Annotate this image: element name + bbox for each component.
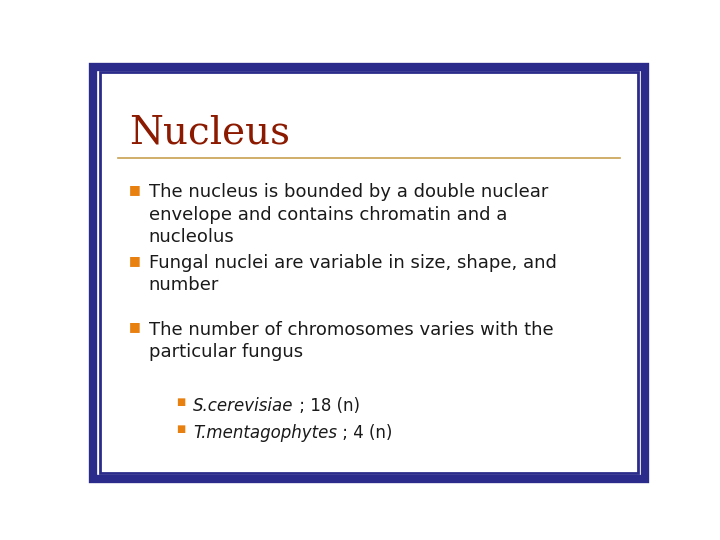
Text: ■: ■ — [176, 424, 186, 435]
Text: ■: ■ — [129, 321, 141, 334]
Text: The number of chromosomes varies with the
particular fungus: The number of chromosomes varies with th… — [148, 321, 553, 361]
Text: ■: ■ — [176, 397, 186, 408]
Text: ; 4 (n): ; 4 (n) — [337, 424, 392, 442]
Text: ; 18 (n): ; 18 (n) — [294, 397, 360, 415]
Text: The nucleus is bounded by a double nuclear
envelope and contains chromatin and a: The nucleus is bounded by a double nucle… — [148, 183, 548, 246]
Text: S.cerevisiae: S.cerevisiae — [193, 397, 294, 415]
Text: T.mentagophytes: T.mentagophytes — [193, 424, 337, 442]
Text: ■: ■ — [129, 254, 141, 267]
Text: ■: ■ — [129, 183, 141, 197]
Text: Fungal nuclei are variable in size, shape, and
number: Fungal nuclei are variable in size, shap… — [148, 254, 557, 294]
Text: Nucleus: Nucleus — [129, 114, 290, 152]
